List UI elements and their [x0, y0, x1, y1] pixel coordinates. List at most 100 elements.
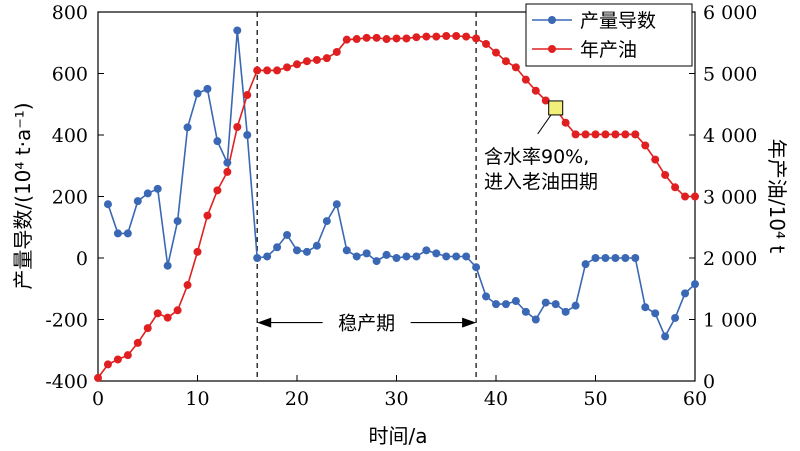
data-point-derivative	[372, 257, 381, 266]
data-point-derivative	[671, 313, 680, 322]
data-point-derivative	[691, 280, 699, 289]
water-cut-annotation: 含水率90%, 进入老油田期	[478, 100, 638, 196]
data-point-oil	[422, 32, 431, 41]
arrow-head-right	[462, 317, 477, 328]
y-right-tick-label: 6 000	[703, 2, 757, 24]
data-point-oil	[452, 31, 461, 40]
x-axis-ticks: 0 10 20 30 40 50 60	[92, 375, 707, 410]
data-point-derivative	[302, 247, 311, 256]
data-point-derivative	[352, 252, 361, 261]
data-point-oil	[362, 33, 371, 42]
x-tick-label: 0	[92, 388, 104, 410]
data-point-oil	[531, 86, 540, 95]
data-point-oil	[193, 247, 202, 256]
data-point-derivative	[501, 300, 510, 309]
data-point-oil	[332, 47, 341, 56]
data-point-derivative	[223, 158, 232, 167]
y-right-tick-label: 3 000	[703, 187, 757, 209]
data-point-derivative	[412, 252, 421, 261]
data-point-oil	[183, 281, 192, 290]
y-left-tick-label: 400	[52, 125, 88, 147]
data-point-oil	[571, 130, 580, 139]
series-lines	[97, 30, 696, 379]
data-point-oil	[462, 32, 471, 41]
data-point-derivative	[382, 250, 391, 259]
data-point-derivative	[103, 200, 112, 209]
data-point-derivative	[601, 254, 610, 262]
x-axis-title: 时间/a	[369, 424, 428, 448]
data-point-oil	[263, 66, 272, 75]
data-point-oil	[163, 313, 172, 322]
data-point-derivative	[571, 301, 580, 310]
y-left-tick-label: -200	[45, 310, 88, 332]
data-point-derivative	[511, 297, 520, 306]
data-point-derivative	[113, 229, 122, 238]
data-point-derivative	[293, 246, 301, 255]
legend-label-oil: 年产油	[580, 39, 637, 61]
stable-period-annotation: 稳产期	[257, 313, 477, 335]
data-point-derivative	[681, 289, 690, 298]
data-point-oil	[312, 55, 321, 64]
data-point-derivative	[183, 123, 192, 132]
data-point-derivative	[213, 137, 222, 146]
data-point-derivative	[472, 263, 481, 272]
y-left-tick-label: -400	[45, 371, 88, 393]
data-point-derivative	[561, 307, 570, 316]
data-point-oil	[243, 91, 252, 100]
data-point-derivative	[551, 300, 560, 309]
stable-period-label: 稳产期	[338, 313, 395, 335]
data-point-derivative	[521, 307, 530, 316]
data-point-oil	[372, 33, 381, 42]
data-point-oil	[143, 324, 152, 333]
data-point-oil	[302, 57, 311, 66]
data-point-derivative	[402, 252, 411, 261]
data-point-derivative	[342, 246, 351, 255]
data-point-oil	[273, 66, 282, 75]
y-left-tick-label: 800	[52, 2, 88, 24]
data-point-derivative	[362, 249, 371, 258]
data-point-derivative	[482, 292, 491, 301]
data-point-oil	[541, 96, 550, 105]
data-point-derivative	[332, 200, 341, 209]
y-right-tick-label: 4 000	[703, 125, 757, 147]
data-point-derivative	[621, 254, 630, 262]
y-axis-left-ticks: -400 -200 0 200 400 600 800	[45, 2, 104, 393]
legend-marker-oil	[548, 45, 556, 53]
data-point-derivative	[153, 184, 162, 193]
data-point-derivative	[163, 261, 172, 270]
y-left-tick-label: 600	[52, 64, 88, 86]
data-point-oil	[621, 130, 630, 139]
data-point-oil	[342, 35, 351, 44]
data-point-oil	[581, 130, 590, 139]
data-point-oil	[561, 118, 570, 127]
data-point-derivative	[581, 260, 590, 269]
data-point-oil	[113, 355, 122, 364]
data-point-derivative	[641, 303, 650, 312]
data-point-oil	[631, 130, 640, 139]
data-point-oil	[223, 167, 232, 176]
legend: 产量导数 年产油	[525, 3, 693, 67]
data-point-oil	[691, 192, 699, 201]
data-point-derivative	[253, 254, 262, 262]
legend-label-derivative: 产量导数	[580, 10, 656, 32]
x-tick-label: 50	[583, 388, 607, 410]
data-point-oil	[133, 338, 142, 347]
x-tick-label: 40	[484, 388, 508, 410]
data-point-oil	[203, 211, 212, 220]
data-point-oil	[293, 60, 301, 69]
data-point-oil	[641, 141, 650, 150]
data-point-oil	[402, 34, 411, 43]
arrow-head-left	[257, 317, 272, 328]
series-points	[94, 26, 699, 382]
data-point-oil	[482, 39, 491, 48]
data-point-oil	[233, 123, 242, 132]
data-point-oil	[392, 34, 401, 43]
data-point-oil	[472, 34, 481, 43]
data-point-oil	[591, 130, 600, 139]
data-point-oil	[322, 54, 331, 63]
data-point-derivative	[452, 252, 461, 261]
data-point-derivative	[591, 254, 600, 262]
data-point-derivative	[243, 131, 252, 139]
data-point-oil	[94, 373, 102, 382]
